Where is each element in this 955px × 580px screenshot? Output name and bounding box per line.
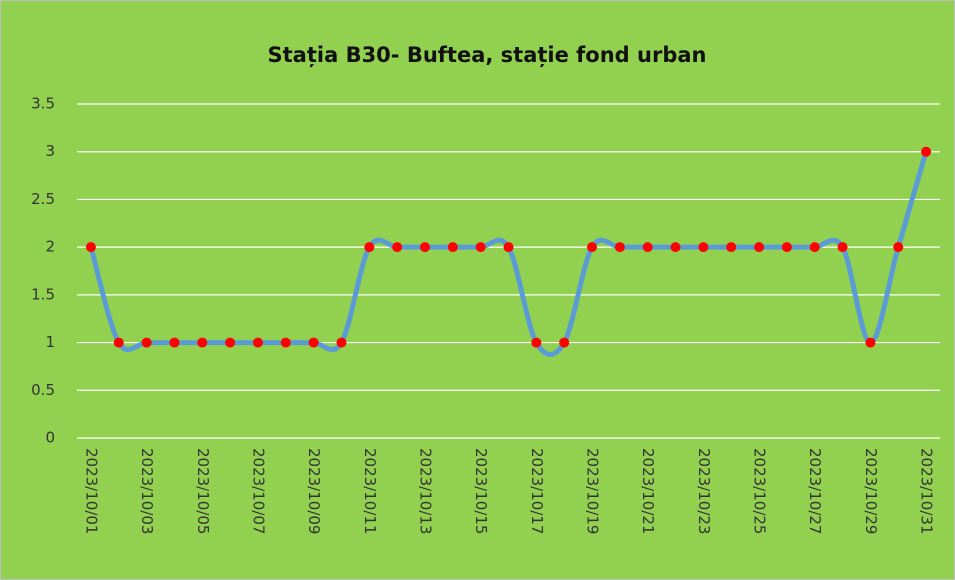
x-tick-label: 2023/10/31 [918, 448, 936, 534]
x-tick-label: 2023/10/03 [138, 448, 156, 534]
x-tick-label: 2023/10/19 [584, 448, 602, 534]
x-tick-label: 2023/10/25 [751, 448, 769, 534]
data-point [698, 242, 709, 253]
data-point [141, 337, 152, 348]
data-point [392, 242, 403, 253]
data-point [921, 146, 932, 157]
data-point [503, 242, 514, 253]
data-point [809, 242, 820, 253]
x-tick-label: 2023/10/27 [806, 448, 824, 534]
y-tick-label: 3.5 [31, 95, 55, 113]
data-point [225, 337, 236, 348]
y-tick-label: 1 [45, 333, 55, 351]
data-point [197, 337, 208, 348]
data-point [447, 242, 458, 253]
data-point [419, 242, 430, 253]
y-tick-label: 0 [45, 429, 55, 447]
data-point [754, 242, 765, 253]
data-point [113, 337, 124, 348]
x-tick-label: 2023/10/21 [639, 448, 657, 534]
y-tick-label: 3 [45, 142, 55, 160]
data-point [837, 242, 848, 253]
y-tick-label: 2.5 [31, 190, 55, 208]
data-point [587, 242, 598, 253]
data-point [308, 337, 319, 348]
data-point [531, 337, 542, 348]
x-tick-label: 2023/10/23 [695, 448, 713, 534]
x-tick-label: 2023/10/11 [361, 448, 379, 534]
x-tick-label: 2023/10/15 [472, 448, 490, 534]
data-point [642, 242, 653, 253]
data-point [865, 337, 876, 348]
y-tick-label: 2 [45, 238, 55, 256]
y-tick-label: 1.5 [31, 285, 55, 303]
x-tick-label: 2023/10/05 [194, 448, 212, 534]
data-point [559, 337, 570, 348]
data-point [726, 242, 737, 253]
data-point [670, 242, 681, 253]
y-tick-label: 0.5 [31, 381, 55, 399]
data-point [280, 337, 291, 348]
x-tick-label: 2023/10/07 [249, 448, 267, 534]
data-point [169, 337, 180, 348]
data-point [252, 337, 263, 348]
data-point [85, 242, 96, 253]
x-tick-label: 2023/10/13 [416, 448, 434, 534]
data-point [336, 337, 347, 348]
x-tick-label: 2023/10/09 [305, 448, 323, 534]
chart-title: Stația B30- Buftea, stație fond urban [268, 43, 707, 68]
data-point [475, 242, 486, 253]
data-point [781, 242, 792, 253]
data-point [893, 242, 904, 253]
x-tick-label: 2023/10/01 [82, 448, 100, 534]
x-tick-label: 2023/10/29 [862, 448, 880, 534]
x-tick-label: 2023/10/17 [528, 448, 546, 534]
data-point [614, 242, 625, 253]
data-point [364, 242, 375, 253]
